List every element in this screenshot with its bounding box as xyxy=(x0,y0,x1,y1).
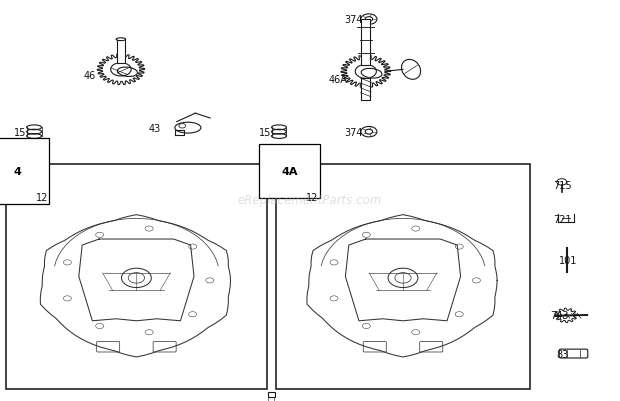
Text: eReplacementParts.com: eReplacementParts.com xyxy=(238,194,382,207)
FancyBboxPatch shape xyxy=(6,164,267,389)
Text: 715: 715 xyxy=(553,180,572,190)
Text: 15: 15 xyxy=(14,128,27,137)
Text: 743: 743 xyxy=(550,311,569,320)
FancyBboxPatch shape xyxy=(276,164,530,389)
Polygon shape xyxy=(361,79,370,100)
Text: 83: 83 xyxy=(556,349,569,358)
FancyBboxPatch shape xyxy=(363,342,386,352)
Text: 721: 721 xyxy=(553,215,572,225)
Text: 43: 43 xyxy=(149,124,161,133)
FancyBboxPatch shape xyxy=(153,342,176,352)
Text: 46A: 46A xyxy=(329,75,347,85)
Text: 4A: 4A xyxy=(281,167,298,176)
Text: 15: 15 xyxy=(259,128,272,137)
Text: 101: 101 xyxy=(559,256,578,265)
FancyBboxPatch shape xyxy=(420,342,443,352)
Text: 12: 12 xyxy=(36,192,48,202)
Text: 374: 374 xyxy=(344,128,363,137)
Ellipse shape xyxy=(116,39,126,42)
Text: 46: 46 xyxy=(84,71,96,81)
Text: 12: 12 xyxy=(306,192,318,202)
FancyBboxPatch shape xyxy=(97,342,120,352)
Polygon shape xyxy=(117,40,125,64)
Text: 374: 374 xyxy=(344,15,363,25)
Text: 4: 4 xyxy=(14,167,21,176)
FancyBboxPatch shape xyxy=(559,349,588,358)
Polygon shape xyxy=(361,20,370,66)
FancyBboxPatch shape xyxy=(268,392,275,397)
